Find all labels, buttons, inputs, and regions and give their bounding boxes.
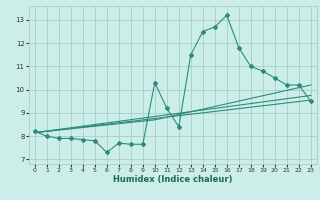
X-axis label: Humidex (Indice chaleur): Humidex (Indice chaleur) [113,175,233,184]
